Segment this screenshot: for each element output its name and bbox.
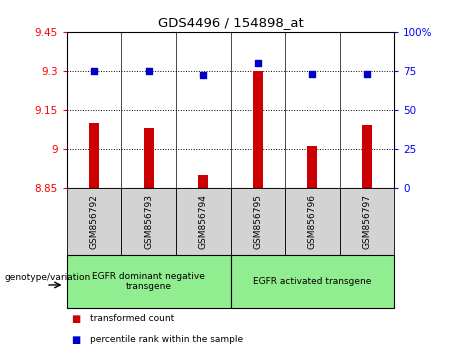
Text: GSM856794: GSM856794 [199, 194, 208, 249]
Title: GDS4496 / 154898_at: GDS4496 / 154898_at [158, 16, 303, 29]
Point [145, 68, 152, 74]
Text: ■: ■ [71, 314, 81, 324]
Text: transformed count: transformed count [90, 314, 174, 323]
Bar [176, 188, 230, 255]
Bar [67, 255, 230, 308]
Bar [340, 188, 394, 255]
Bar [67, 188, 121, 255]
Point [363, 71, 371, 77]
Point [308, 71, 316, 77]
Text: EGFR activated transgene: EGFR activated transgene [253, 277, 372, 286]
Text: ■: ■ [71, 335, 81, 345]
Text: GSM856796: GSM856796 [308, 194, 317, 249]
Point [90, 68, 98, 74]
Bar [230, 255, 394, 308]
Bar [89, 123, 99, 188]
Bar [285, 188, 340, 255]
Text: GSM856792: GSM856792 [89, 194, 99, 249]
Bar [307, 146, 317, 188]
Text: percentile rank within the sample: percentile rank within the sample [90, 335, 243, 344]
Bar [230, 188, 285, 255]
Text: GSM856793: GSM856793 [144, 194, 153, 249]
Bar [362, 125, 372, 188]
Bar [198, 175, 208, 188]
Point [200, 73, 207, 78]
Text: genotype/variation: genotype/variation [5, 273, 91, 282]
Text: EGFR dominant negative
transgene: EGFR dominant negative transgene [92, 272, 205, 291]
Bar [144, 128, 154, 188]
Bar [121, 188, 176, 255]
Point [254, 60, 261, 66]
Bar [253, 71, 263, 188]
Text: GSM856797: GSM856797 [362, 194, 372, 249]
Text: GSM856795: GSM856795 [253, 194, 262, 249]
